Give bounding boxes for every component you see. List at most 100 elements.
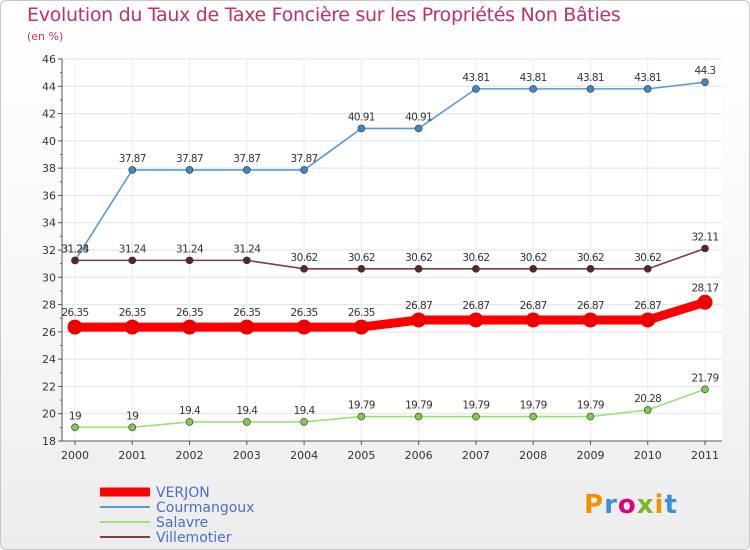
y-tick-label: 24 [42, 353, 56, 366]
data-point-villemotier [586, 265, 595, 273]
data-label-salavre: 19.4 [179, 405, 201, 417]
data-label-salavre: 21.79 [691, 372, 718, 384]
data-label-courmangoux: 43.81 [462, 72, 489, 84]
y-tick-label: 22 [42, 380, 56, 393]
data-point-villemotier [185, 256, 194, 265]
data-label-verjon: 26.87 [634, 300, 661, 312]
data-point-salavre [586, 412, 595, 421]
data-label-villemotier: 30.62 [291, 252, 318, 264]
y-tick-label: 44 [42, 80, 56, 93]
data-point-courmangoux [243, 166, 251, 174]
data-point-salavre [643, 406, 652, 414]
data-label-verjon: 28.17 [691, 282, 718, 294]
data-point-courmangoux [529, 85, 537, 93]
data-label-verjon: 26.35 [233, 307, 260, 319]
data-point-villemotier [472, 265, 480, 273]
data-label-salavre: 19.79 [577, 400, 604, 412]
data-point-verjon [239, 319, 255, 335]
data-point-villemotier [701, 244, 709, 253]
data-label-villemotier: 30.62 [348, 252, 375, 264]
y-tick-label: 20 [42, 408, 56, 421]
data-label-courmangoux: 37.87 [291, 153, 318, 165]
data-label-villemotier: 31.24 [119, 243, 147, 255]
data-label-courmangoux: 37.87 [233, 153, 260, 165]
y-tick-label: 36 [42, 189, 56, 202]
x-tick-label: 2001 [118, 449, 146, 462]
data-point-salavre [414, 412, 423, 421]
data-label-courmangoux: 37.87 [176, 153, 203, 165]
data-point-salavre [243, 418, 251, 426]
y-tick-label: 42 [42, 108, 56, 121]
data-point-salavre [185, 418, 194, 426]
data-point-villemotier [300, 265, 308, 273]
data-point-villemotier [414, 265, 423, 273]
data-label-villemotier: 31.24 [176, 243, 204, 255]
data-point-courmangoux [357, 124, 366, 133]
data-point-villemotier [128, 256, 137, 265]
series-line-courmangoux [74, 81, 706, 262]
series-line-verjon [70, 297, 710, 332]
x-tick-label: 2004 [290, 449, 318, 462]
data-label-verjon: 26.87 [405, 300, 432, 312]
data-point-salavre [357, 412, 366, 421]
data-point-courmangoux [701, 78, 709, 86]
data-point-verjon [353, 319, 369, 335]
legend-label: Salavre [156, 515, 208, 531]
legend-label: VERJON [156, 485, 210, 501]
data-point-villemotier [71, 256, 79, 265]
data-label-verjon: 26.35 [348, 307, 375, 319]
x-tick-label: 2003 [233, 449, 261, 462]
x-tick-label: 2000 [61, 449, 89, 462]
data-label-courmangoux: 40.91 [348, 111, 375, 123]
data-label-salavre: 19 [126, 410, 138, 422]
x-tick-label: 2007 [462, 449, 490, 462]
data-label-courmangoux: 43.81 [520, 72, 547, 84]
y-tick-label: 18 [42, 435, 56, 448]
data-label-courmangoux: 44.3 [695, 65, 716, 77]
data-label-verjon: 26.87 [577, 300, 604, 312]
data-label-salavre: 20.28 [634, 393, 661, 405]
data-point-courmangoux [586, 85, 595, 93]
x-tick-label: 2002 [176, 449, 204, 462]
data-label-villemotier: 31.24 [61, 243, 89, 255]
data-point-verjon [525, 312, 541, 328]
x-tick-label: 2008 [519, 449, 547, 462]
data-point-courmangoux [128, 166, 137, 174]
data-label-verjon: 26.87 [462, 300, 489, 312]
data-point-courmangoux [300, 166, 308, 174]
chart-title: Evolution du Taux de Taxe Foncière sur l… [27, 4, 621, 26]
y-tick-label: 46 [42, 53, 56, 66]
x-tick-label: 2009 [576, 449, 604, 462]
data-label-villemotier: 30.62 [577, 252, 604, 264]
data-point-villemotier [529, 265, 537, 273]
data-point-courmangoux [643, 85, 652, 93]
y-tick-label: 28 [42, 299, 56, 312]
data-point-villemotier [357, 265, 366, 273]
x-tick-label: 2006 [405, 449, 433, 462]
y-tick-label: 32 [42, 244, 56, 257]
data-point-verjon [124, 319, 140, 335]
series-line-villemotier [74, 247, 706, 270]
data-label-verjon: 26.35 [61, 307, 88, 319]
x-tick-label: 2005 [347, 449, 375, 462]
data-label-villemotier: 31.24 [233, 243, 261, 255]
data-label-verjon: 26.35 [176, 307, 203, 319]
data-label-salavre: 19.4 [236, 405, 258, 417]
data-label-courmangoux: 37.87 [119, 153, 146, 165]
data-label-salavre: 19 [69, 410, 81, 422]
data-point-courmangoux [472, 85, 480, 93]
data-point-verjon [697, 294, 713, 310]
legend-label: Villemotier [156, 530, 232, 546]
data-point-villemotier [643, 265, 652, 273]
x-tick-label: 2011 [691, 449, 719, 462]
data-label-villemotier: 30.62 [634, 252, 661, 264]
data-label-villemotier: 30.62 [520, 252, 547, 264]
data-point-courmangoux [185, 166, 194, 174]
y-tick-label: 30 [42, 271, 56, 284]
data-label-villemotier: 30.62 [462, 252, 489, 264]
data-label-courmangoux: 40.91 [405, 111, 432, 123]
data-label-courmangoux: 31.23 [61, 244, 88, 256]
data-point-salavre [128, 423, 137, 432]
y-tick-label: 34 [42, 217, 56, 230]
